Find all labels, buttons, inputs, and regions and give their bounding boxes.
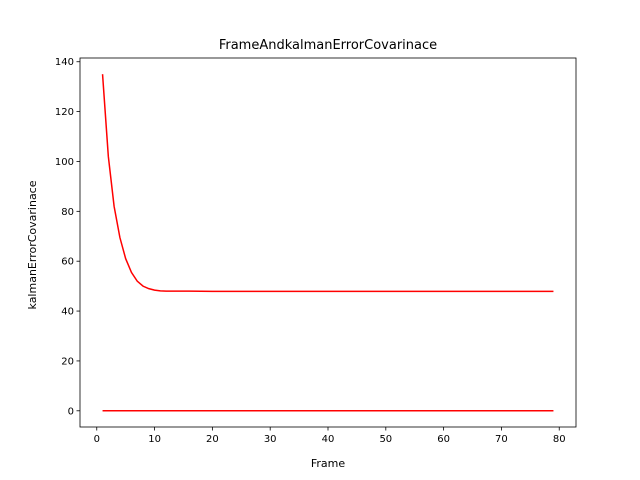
- y-tick-label: 100: [55, 157, 74, 168]
- x-tick-label: 40: [322, 434, 335, 445]
- y-axis-label: kalmanErrorCovarinace: [26, 180, 39, 309]
- chart-title: FrameAndkalmanErrorCovarinace: [219, 38, 437, 53]
- x-tick-label: 0: [94, 434, 100, 445]
- axes-layer: 0 10 20 30 40 50 60 70 80 0 20 40 60 80 100 120 140: [55, 57, 577, 445]
- series-layer: [101, 74, 554, 412]
- x-tick-label: 70: [495, 434, 508, 445]
- x-axis-label: Frame: [311, 457, 346, 470]
- x-tick-label: 80: [553, 434, 566, 445]
- y-tick-label: 40: [61, 307, 74, 318]
- y-tick-label: 80: [61, 207, 74, 218]
- y-tick-label: 0: [68, 406, 74, 417]
- x-tick-label: 60: [437, 434, 450, 445]
- x-tick-label: 10: [148, 434, 161, 445]
- x-tick-label: 20: [206, 434, 219, 445]
- x-tick-label: 50: [379, 434, 392, 445]
- y-tick-label: 140: [55, 57, 74, 68]
- series-line-1: [101, 74, 554, 293]
- y-tick-label: 20: [61, 356, 74, 367]
- x-tick-label: 30: [264, 434, 277, 445]
- y-tick-label: 120: [55, 107, 74, 118]
- y-tick-label: 60: [61, 257, 74, 268]
